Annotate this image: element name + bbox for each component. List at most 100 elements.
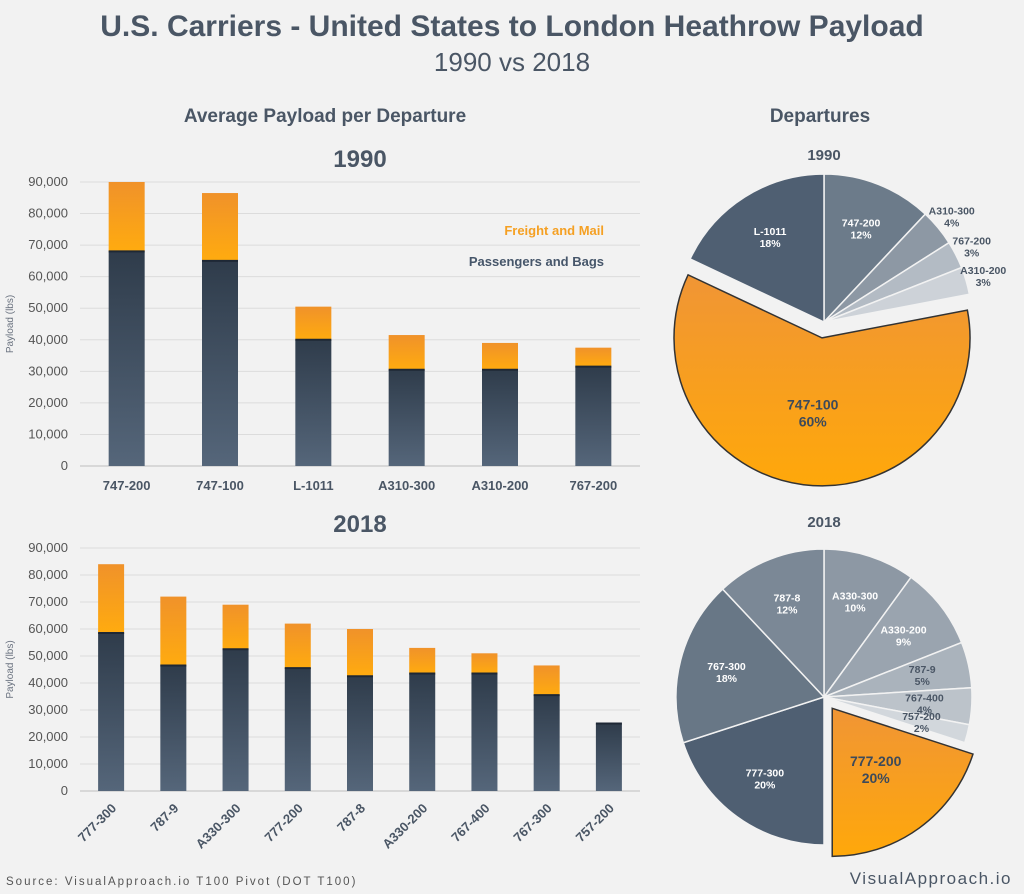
y-tick-label: 0: [61, 783, 68, 798]
y-tick-label: 10,000: [28, 426, 68, 441]
y-tick-label: 40,000: [28, 675, 68, 690]
pie-label: 787-9: [909, 664, 936, 676]
legend-passengers: Passengers and Bags: [469, 254, 604, 269]
legend-freight: Freight and Mail: [504, 223, 604, 238]
pie-chart-1990: 1990747-20012%A310-3004%767-2003%A310-20…: [673, 147, 1006, 487]
left-section-title: Average Payload per Departure: [184, 106, 466, 127]
pie-percent: 20%: [862, 770, 891, 786]
pie-label: 757-200: [902, 711, 941, 723]
pie-label: 777-200: [850, 753, 902, 769]
bar-freight-767-400: [471, 653, 498, 674]
bar-freight-L-1011: [295, 306, 332, 340]
pie-year-title: 1990: [807, 147, 840, 164]
pie-label: 747-100: [787, 396, 839, 412]
x-category-label: 777-300: [75, 801, 119, 845]
bar-passengers-787-9: [160, 665, 187, 791]
pie-slice-777-200: [831, 707, 974, 858]
page-subtitle: 1990 vs 2018: [434, 47, 590, 77]
pie-slice-A330-200: [821, 576, 963, 699]
page-title: U.S. Carriers - United States to London …: [100, 10, 923, 43]
x-category-label: A330-300: [193, 801, 244, 852]
bar-passengers-L-1011: [295, 339, 332, 466]
x-category-label: 767-300: [510, 801, 554, 845]
bar-chart-2018: 2018 0 10,000 20,000 30,000 40,000 50,000 60,00…: [5, 511, 640, 852]
pie-label: 787-8: [774, 592, 801, 604]
pie-percent: 4%: [944, 217, 960, 229]
bar-chart-1990: 1990 0 10,000 20,000 30,000 40,000 50,000 60,00…: [5, 146, 640, 493]
pie-label: 777-300: [746, 767, 785, 779]
pie-percent: 3%: [964, 248, 980, 260]
bar-passengers-777-300: [98, 633, 125, 791]
pie-percent: 3%: [976, 277, 992, 289]
pie-label: 767-300: [707, 661, 746, 673]
x-category-label: 767-400: [448, 801, 492, 845]
pie-slice-A330-300: [823, 548, 913, 700]
x-category-label: A310-200: [471, 478, 528, 493]
pie-label: A310-200: [960, 265, 1006, 277]
y-tick-label: 60,000: [28, 269, 68, 284]
bar-freight-747-100: [202, 193, 238, 261]
pie-label: L-1011: [754, 226, 787, 238]
y-tick-label: 50,000: [28, 648, 68, 663]
bar-passengers-747-100: [202, 260, 238, 466]
x-category-label: A310-300: [378, 478, 435, 493]
x-category-label: 787-9: [147, 801, 181, 835]
y-tick-label: 70,000: [28, 594, 68, 609]
y-tick-label: 20,000: [28, 395, 68, 410]
bar-freight-777-300: [98, 564, 125, 634]
bar-freight-A310-200: [482, 342, 518, 370]
bar-freight-787-9: [160, 596, 187, 666]
pie-percent: 18%: [760, 238, 782, 250]
x-category-label: 757-200: [573, 801, 617, 845]
pie-percent: 12%: [851, 229, 873, 241]
pie-percent: 20%: [754, 779, 776, 791]
y-tick-label: 20,000: [28, 729, 68, 744]
pie-label: 767-200: [952, 236, 991, 248]
bar-passengers-767-300: [533, 695, 560, 791]
bar-freight-787-8: [347, 629, 373, 677]
pie-slice-777-300: [682, 695, 825, 846]
pie-percent: 5%: [915, 676, 931, 688]
y-tick-label: 50,000: [28, 300, 68, 315]
y-tick-label: 30,000: [28, 702, 68, 717]
bar-freight-A330-200: [409, 647, 436, 674]
pie-label: 767-400: [905, 692, 944, 704]
bar-freight-747-200: [108, 182, 145, 252]
x-category-label: 777-200: [262, 801, 306, 845]
bar-passengers-777-200: [284, 668, 311, 791]
pie-percent: 12%: [776, 604, 798, 616]
y-tick-label: 60,000: [28, 621, 68, 636]
pie-slice-747-100: [673, 273, 971, 487]
bar-freight-A310-300: [388, 335, 425, 370]
pie-label: A330-200: [880, 624, 926, 636]
y-tick-label: 90,000: [28, 174, 68, 189]
bar-freight-767-300: [533, 665, 560, 696]
bar-passengers-767-200: [575, 366, 612, 466]
y-tick-label: 0: [61, 458, 68, 473]
y-tick-label: 30,000: [28, 363, 68, 378]
y-tick-label: 80,000: [28, 567, 68, 582]
bar-freight-A330-300: [222, 604, 249, 650]
bar-passengers-747-200: [108, 251, 145, 466]
source-note: Source: VisualApproach.io T100 Pivot (DO…: [6, 876, 357, 888]
pie-percent: 10%: [845, 602, 867, 614]
chart-year-title: 1990: [333, 146, 386, 173]
pie-slice-767-300: [675, 588, 826, 744]
bar-passengers-767-400: [471, 673, 498, 791]
bar-freight-767-200: [575, 347, 612, 367]
x-category-label: 787-8: [334, 801, 368, 835]
y-tick-label: 10,000: [28, 756, 68, 771]
pie-percent: 4%: [917, 704, 933, 716]
x-category-label: A330-200: [379, 801, 430, 852]
pie-percent: 9%: [896, 636, 912, 648]
pie-slice-757-200: [823, 696, 971, 744]
pie-percent: 18%: [716, 673, 738, 685]
chart-year-title: 2018: [333, 511, 386, 538]
pie-label: A330-300: [832, 590, 878, 602]
bar-passengers-787-8: [347, 676, 373, 791]
right-section-title: Departures: [770, 106, 870, 127]
y-tick-label: 70,000: [28, 237, 68, 252]
bar-freight-777-200: [284, 623, 311, 669]
